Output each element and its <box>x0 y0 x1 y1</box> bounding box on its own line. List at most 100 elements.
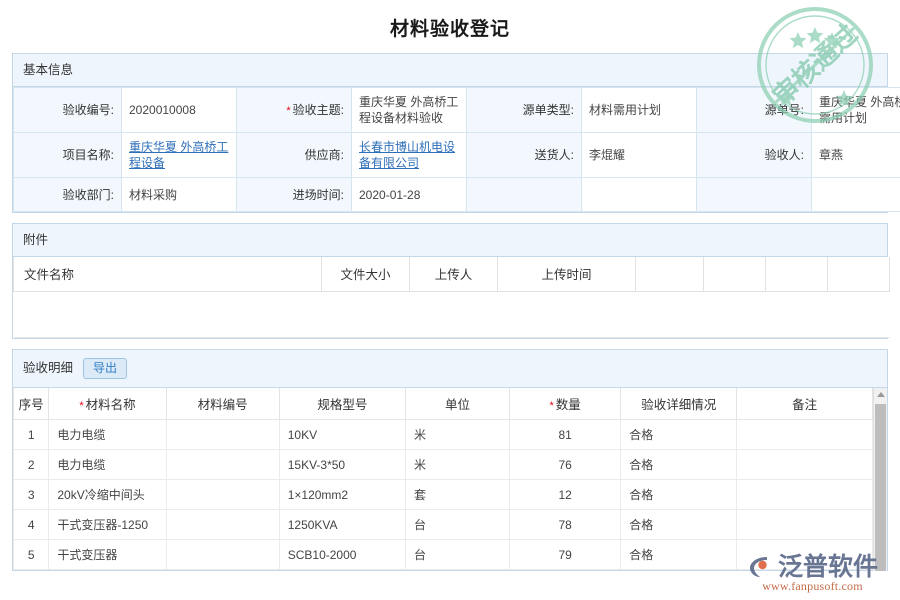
cell-index: 4 <box>12 509 50 540</box>
cell-unit: 台 <box>405 539 511 570</box>
field-value: 材料采购 <box>129 187 178 202</box>
column-header-quantity[interactable]: * 数量 <box>509 387 622 420</box>
field-value-cell: 2020-01-28 <box>351 177 467 212</box>
field-value-cell: 长春市博山机电设备有限公司 <box>351 132 467 178</box>
cell-quantity: 81 <box>509 419 622 450</box>
cell-index: 3 <box>12 479 50 510</box>
detail-header-row: 序号 * 材料名称 材料编号 规格型号 单位 * 数量 验收详细情况 备注 <box>12 387 888 420</box>
field-value-cell: 重庆华夏 外高桥工程设备 <box>121 132 237 178</box>
cell-unit: 台 <box>405 509 511 540</box>
cell-quantity: 79 <box>509 539 622 570</box>
cell-index: 2 <box>12 449 50 480</box>
detail-section-header: 验收明细 导出 <box>13 349 887 388</box>
field-label-cell: * 验收主题: <box>236 87 352 133</box>
cell-material-code <box>165 479 280 510</box>
basic-info-row: 项目名称: 重庆华夏 外高桥工程设备 供应商: 长春市博山机电设备有限公司 送货… <box>13 132 900 178</box>
field-value-cell: 重庆华夏 外高桥工程设备材料验收 <box>351 87 467 133</box>
field-label-cell: 进场时间: <box>236 177 352 212</box>
cell-acceptance-result: 合格 <box>620 539 738 570</box>
cell-remark <box>736 539 873 570</box>
cell-unit: 米 <box>405 449 511 480</box>
column-header-material-name[interactable]: * 材料名称 <box>48 387 167 420</box>
empty-cell <box>696 177 812 212</box>
acceptance-detail-panel: 验收明细 导出 序号 * 材料名称 材料编号 规格型号 单位 * 数量 <box>12 348 888 571</box>
attachment-table: 文件名称 文件大小 上传人 上传时间 <box>13 257 890 338</box>
cell-material-code <box>165 449 280 480</box>
column-header-uploader[interactable]: 上传人 <box>409 257 498 292</box>
field-label-cell: 项目名称: <box>13 132 122 178</box>
field-label-cell: 验收编号: <box>13 87 122 133</box>
basic-info-table: 验收编号: 2020010008 * 验收主题: 重庆华夏 外高桥工程设备材料验收… <box>13 87 900 212</box>
cell-material-code <box>165 509 280 540</box>
field-label: 验收人: <box>764 148 804 162</box>
field-value-cell: 李焜耀 <box>581 132 697 178</box>
basic-info-row: 验收部门: 材料采购 进场时间: 2020-01-28 <box>13 177 900 212</box>
project-name-link[interactable]: 重庆华夏 外高桥工程设备 <box>129 140 229 170</box>
column-header-index[interactable]: 序号 <box>12 387 50 420</box>
field-value: 章燕 <box>819 148 844 162</box>
field-value: 材料需用计划 <box>589 103 662 117</box>
column-header-spec-model[interactable]: 规格型号 <box>278 387 407 420</box>
attachment-panel: 附件 文件名称 文件大小 上传人 上传时间 <box>12 223 890 339</box>
field-value: 重庆华夏 外高桥工程设备材料需用计划 <box>819 95 900 125</box>
empty-cell <box>811 177 900 212</box>
column-header-label: 数量 <box>555 397 581 412</box>
column-header-extra-3 <box>765 257 828 292</box>
cell-remark <box>736 449 873 480</box>
field-value-cell: 材料需用计划 <box>581 87 697 133</box>
field-label-cell: 送货人: <box>466 132 582 178</box>
field-label: 送货人: <box>534 148 574 162</box>
brand-watermark-url: www.fanpusoft.com <box>762 579 863 593</box>
table-row[interactable]: 3 20kV冷缩中间头 1×120mm2 套 12 合格 <box>12 479 888 510</box>
field-label: 验收编号: <box>62 103 114 117</box>
export-button[interactable]: 导出 <box>83 357 128 379</box>
scroll-up-arrow-icon[interactable] <box>876 391 885 397</box>
field-label: 供应商: <box>304 148 344 162</box>
empty-cell <box>466 177 582 212</box>
attachment-title: 附件 <box>23 233 49 247</box>
column-header-remark[interactable]: 备注 <box>736 387 873 420</box>
cell-material-name: 20kV冷缩中间头 <box>48 479 167 510</box>
cell-remark <box>736 479 873 510</box>
acceptance-detail-table: 序号 * 材料名称 材料编号 规格型号 单位 * 数量 验收详细情况 备注 1 电 <box>12 387 888 570</box>
cell-acceptance-result: 合格 <box>620 419 738 450</box>
field-label: 项目名称: <box>62 148 114 162</box>
basic-info-panel: 基本信息 验收编号: 2020010008 * 验收主题: <box>12 53 900 213</box>
field-value: 重庆华夏 外高桥工程设备材料验收 <box>359 95 459 125</box>
page-title: 材料验收登记 <box>389 19 510 40</box>
field-label: 源单号: <box>764 103 804 117</box>
detail-vertical-scrollbar[interactable] <box>873 387 887 571</box>
field-label: 进场时间: <box>292 187 344 202</box>
column-header-extra-2 <box>703 257 766 292</box>
field-value-cell: 重庆华夏 外高桥工程设备材料需用计划 <box>811 87 900 133</box>
column-header-material-code[interactable]: 材料编号 <box>165 387 280 420</box>
scrollbar-thumb[interactable] <box>875 403 886 571</box>
table-row[interactable]: 5 干式变压器 SCB10-2000 台 79 合格 <box>12 539 888 570</box>
cell-index: 1 <box>12 419 50 450</box>
attachment-empty-row <box>13 290 890 338</box>
cell-spec-model: 1×120mm2 <box>278 479 407 510</box>
column-header-upload-time[interactable]: 上传时间 <box>497 257 636 292</box>
field-value-cell: 2020010008 <box>121 87 237 133</box>
cell-material-name: 电力电缆 <box>48 449 167 480</box>
required-asterisk-icon: * <box>79 399 84 412</box>
cell-spec-model: 1250KVA <box>278 509 407 540</box>
table-row[interactable]: 1 电力电缆 10KV 米 81 合格 <box>12 419 888 450</box>
cell-spec-model: SCB10-2000 <box>278 539 407 570</box>
column-header-file-name[interactable]: 文件名称 <box>13 257 322 292</box>
supplier-link[interactable]: 长春市博山机电设备有限公司 <box>359 140 456 170</box>
cell-quantity: 12 <box>509 479 622 510</box>
field-label-cell: 源单号: <box>696 87 812 133</box>
table-row[interactable]: 2 电力电缆 15KV-3*50 米 76 合格 <box>12 449 888 480</box>
cell-remark <box>736 509 873 540</box>
column-header-unit[interactable]: 单位 <box>405 387 511 420</box>
column-header-acceptance-result[interactable]: 验收详细情况 <box>620 387 738 420</box>
attachment-header-row: 文件名称 文件大小 上传人 上传时间 <box>13 257 890 292</box>
required-asterisk-icon: * <box>286 104 291 117</box>
cell-quantity: 76 <box>509 449 622 480</box>
basic-info-section-header: 基本信息 <box>13 54 887 87</box>
table-row[interactable]: 4 干式变压器-1250 1250KVA 台 78 合格 <box>12 509 888 540</box>
column-header-file-size[interactable]: 文件大小 <box>321 257 410 292</box>
column-header-label: 材料名称 <box>85 397 136 412</box>
basic-info-title: 基本信息 <box>23 63 74 77</box>
